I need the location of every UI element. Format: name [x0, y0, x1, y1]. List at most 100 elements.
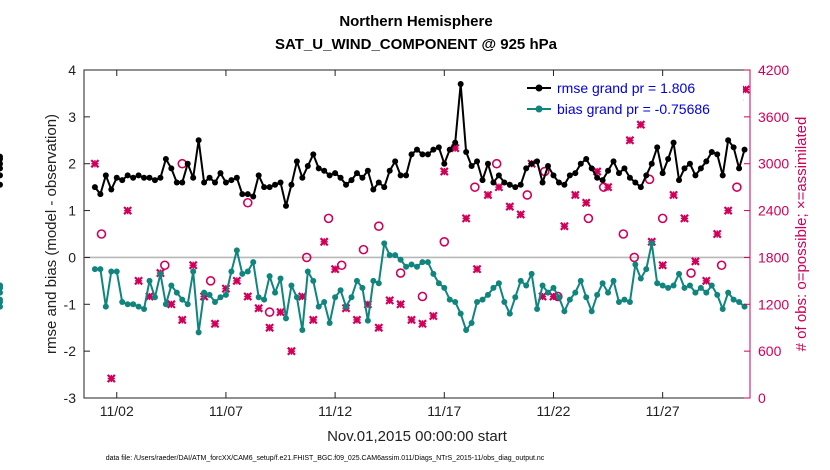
obs-assimilated-point: [352, 315, 362, 325]
rmse-series-point: [703, 158, 710, 165]
bias-series-point: [397, 256, 404, 263]
rmse-series-point: [315, 165, 322, 172]
rmse-series-point: [261, 184, 268, 191]
rmse-series-point: [474, 158, 481, 165]
rmse-series-point: [304, 163, 311, 170]
bias-series-point: [255, 294, 262, 301]
obs-assimilated-point: [483, 190, 493, 200]
bias-series-point: [299, 327, 306, 334]
obs-assimilated-point: [166, 299, 176, 309]
rmse-series-point: [566, 172, 573, 179]
rmse-series-point: [528, 160, 535, 167]
obs-assimilated-point: [188, 260, 198, 270]
rmse-series-point: [725, 137, 732, 144]
bias-series-point: [523, 282, 530, 289]
bias-series-point: [348, 294, 355, 301]
obs-assimilated-point: [516, 210, 526, 219]
rmse-series-point: [162, 156, 169, 163]
bias-series-point: [337, 287, 344, 294]
rmse-series-point: [293, 158, 300, 165]
rmse-series-point: [719, 172, 726, 179]
obs-possible-point: [618, 229, 629, 239]
bias-series-point: [277, 275, 284, 282]
rmse-series-point: [326, 172, 333, 179]
bias-series-point: [386, 252, 393, 259]
obs-possible-point: [264, 307, 275, 317]
bias-series-point: [512, 294, 519, 301]
obs-assimilated-point: [407, 315, 416, 325]
rmse-series-point: [414, 146, 420, 153]
rmse-series-point: [403, 172, 410, 179]
rmse-series-point: [184, 160, 191, 167]
bias-series-point: [217, 294, 224, 301]
obs-possible-point: [716, 260, 727, 271]
obs-assimilated-point: [396, 299, 406, 309]
rmse-series-point: [676, 177, 683, 184]
rmse-series-point: [681, 165, 688, 172]
bias-series-point: [474, 298, 481, 305]
rmse-series-point: [632, 179, 639, 186]
obs-assimilated-point: [265, 323, 274, 333]
bias-series-point: [113, 268, 120, 275]
rmse-series-point: [610, 158, 617, 165]
bias-series-point: [736, 298, 743, 305]
rmse-series-point: [124, 172, 131, 179]
y-axis-label: rmse and bias (model - observation): [43, 114, 60, 354]
rmse-series-point: [337, 174, 344, 181]
rmse-series-point: [212, 179, 219, 186]
bias-series-point: [304, 268, 311, 275]
obs-assimilated-point: [701, 276, 711, 286]
y-tick-label: 1: [68, 203, 76, 219]
bias-series-point: [168, 282, 175, 289]
y-tick-label: 3: [68, 109, 76, 125]
rmse-series-point: [299, 174, 306, 181]
rmse-series-point: [119, 177, 126, 184]
bias-series-point: [550, 284, 557, 291]
obs-assimilated-point: [308, 315, 318, 325]
rmse-series-point: [244, 191, 251, 198]
rmse-series-point: [435, 144, 442, 151]
bias-series-point: [430, 270, 437, 277]
bias-series-point: [730, 296, 737, 303]
rmse-series-point: [370, 186, 377, 193]
bias-series-point: [506, 310, 513, 317]
rmse-series-point: [594, 174, 601, 181]
rmse-series-point: [452, 139, 459, 146]
bias-series-point: [364, 317, 371, 324]
bias-series-point: [0, 289, 3, 296]
bias-series-point: [665, 284, 672, 291]
obs-possible-point: [417, 291, 428, 302]
obs-assimilated-point: [472, 264, 482, 274]
rmse-series-point: [463, 149, 470, 155]
rmse-series-point: [381, 184, 388, 191]
y-tick-label: 2: [68, 156, 76, 172]
rmse-series-point: [430, 146, 437, 153]
rmse-series-point: [201, 179, 208, 186]
rmse-series-point: [190, 174, 197, 181]
rmse-series-point: [615, 170, 622, 177]
rmse-series-point: [272, 181, 279, 188]
rmse-series-point: [91, 184, 98, 191]
x-tick-label: 11/17: [427, 403, 461, 419]
bias-series-point: [135, 303, 142, 310]
rmse-series-point: [277, 179, 284, 186]
obs-assimilated-point: [581, 198, 591, 208]
rmse-series-point: [130, 174, 137, 181]
rmse-series-point: [605, 167, 612, 174]
chart-subtitle: SAT_U_WIND_COMPONENT @ 925 hPa: [275, 36, 558, 53]
rmse-series-point: [353, 170, 360, 177]
obs-assimilated-point: [287, 346, 296, 356]
bias-series-point: [0, 282, 3, 289]
bias-series-point: [555, 294, 562, 301]
rmse-series-point: [479, 177, 486, 184]
bias-series-point: [261, 296, 268, 303]
bias-series-point: [179, 296, 186, 303]
bias-series-point: [457, 310, 464, 317]
bias-series-point: [146, 277, 153, 284]
bias-series-point: [228, 268, 235, 275]
y-tick-label: -1: [64, 296, 77, 312]
bias-series-point: [670, 282, 677, 289]
rmse-series-point: [146, 174, 153, 181]
rmse-series-point: [457, 81, 464, 88]
